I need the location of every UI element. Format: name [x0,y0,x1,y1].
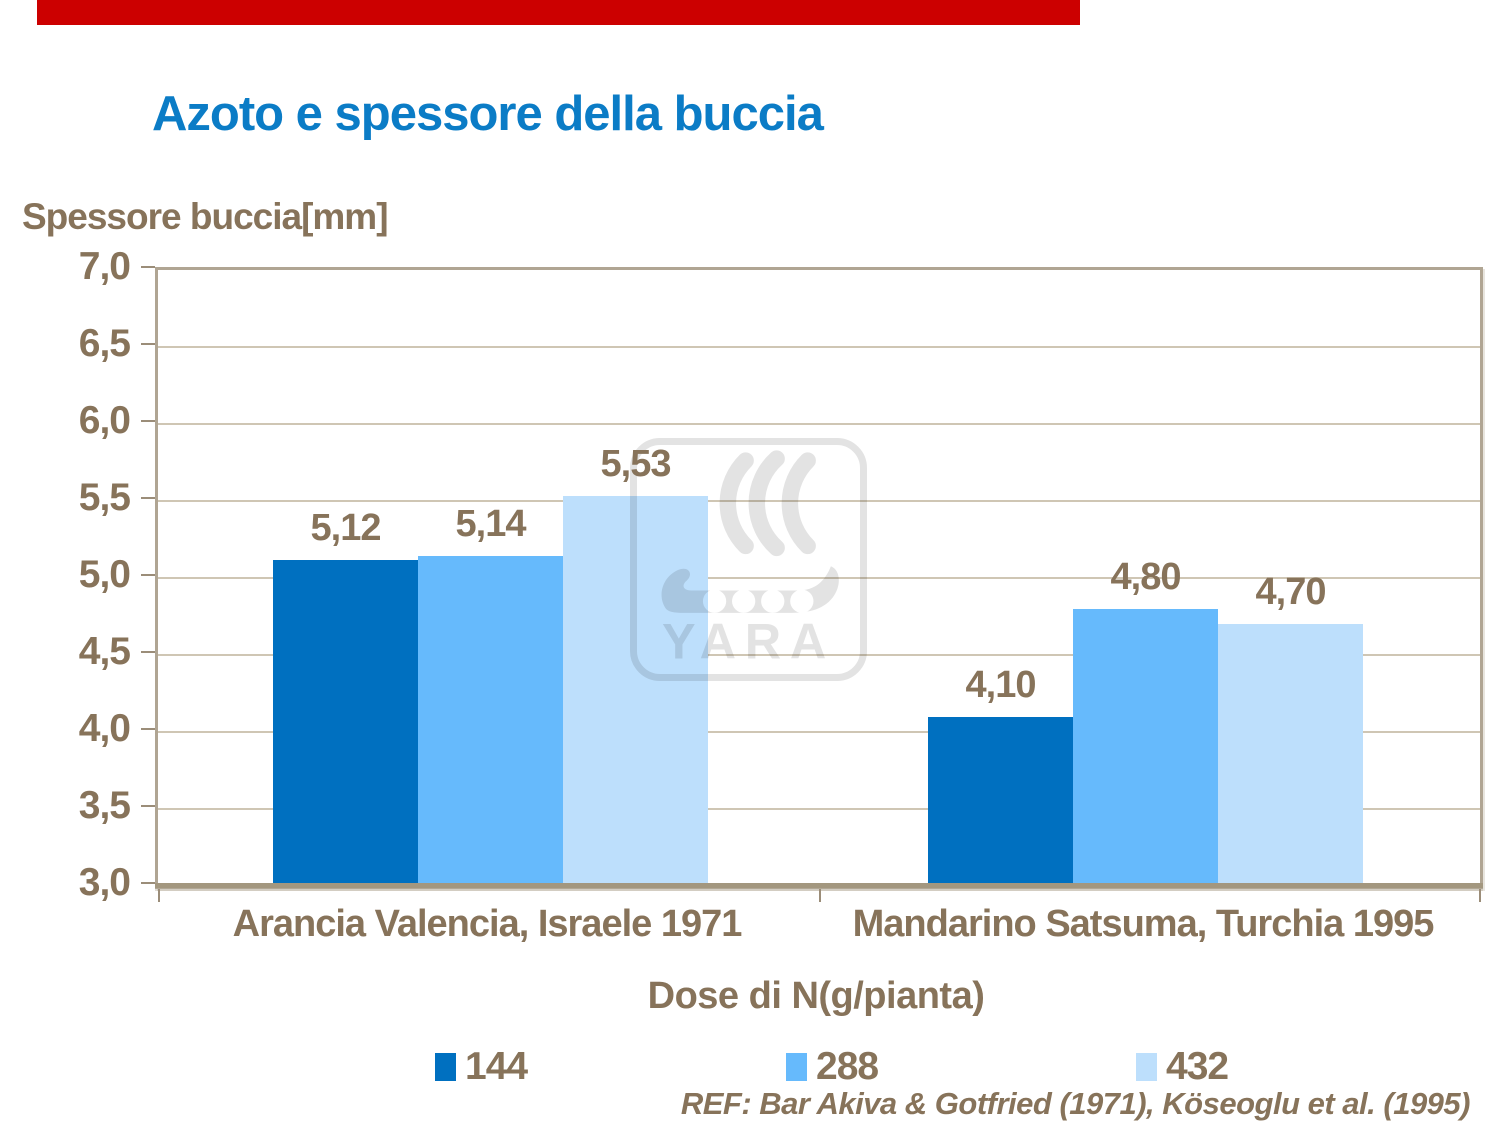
bar-value-label: 5,14 [455,503,527,545]
gridline [158,500,1480,502]
y-tick [141,266,155,268]
legend-swatch [786,1053,807,1081]
footnote: REF: Bar Akiva & Gotfried (1971), Köseog… [680,1086,1471,1121]
accent-bar [37,0,1080,25]
legend-label: 288 [816,1045,879,1088]
category-label-2: Mandarino Satsuma, Turchia 1995 [852,903,1435,945]
y-tick-label: 3,0 [78,861,131,904]
y-tick [141,882,155,884]
legend-label: 144 [465,1045,528,1088]
gridline [158,423,1480,425]
bar [1073,609,1218,886]
x-axis-title: Dose di N(g/pianta) [647,975,985,1017]
y-tick-label: 4,5 [78,630,131,673]
x-tick [819,889,821,902]
y-tick-label: 7,0 [78,245,131,288]
bar-value-label: 4,70 [1255,571,1327,613]
bar-value-label: 5,12 [310,507,382,549]
legend-item: 288 [786,1045,879,1089]
gridline [158,577,1480,579]
bar [1218,624,1363,886]
y-tick [141,574,155,576]
bar-value-label: 4,10 [965,664,1037,706]
bar-value-label: 5,53 [600,443,672,485]
y-tick-label: 4,0 [78,707,131,750]
gridline [158,731,1480,733]
y-tick [141,728,155,730]
legend-swatch [435,1053,456,1081]
y-tick-label: 5,5 [78,476,131,519]
y-tick [141,805,155,807]
legend-item: 432 [1136,1045,1229,1089]
y-tick [141,343,155,345]
y-tick-label: 6,5 [78,322,131,365]
legend-item: 144 [435,1045,528,1089]
yara-logo-icon: YARA [661,450,839,669]
y-axis: 7,0 6,5 6,0 5,5 5,0 4,5 4,0 3,5 3,0 [0,0,160,1125]
plot-area: 5,12 4,10 5,14 4,80 5,53 4,70 [155,267,1483,902]
x-tick [158,889,160,902]
x-tick [1479,889,1481,902]
y-tick-label: 3,5 [78,784,131,827]
y-axis-title: Spessore buccia[mm] [22,196,389,237]
y-tick [141,497,155,499]
bar [418,556,563,886]
bar [273,560,418,886]
yara-watermark: YARA [630,438,867,681]
page-title: Azoto e spessore della buccia [152,87,824,141]
gridline [158,808,1480,810]
y-tick [141,420,155,422]
bar-value-label: 4,80 [1110,556,1182,598]
gridline [158,346,1480,348]
y-tick [141,651,155,653]
bar [928,717,1073,886]
y-tick-label: 5,0 [78,553,131,596]
y-tick-label: 6,0 [78,399,131,442]
gridline [158,654,1480,656]
legend: 144 288 432 [0,1045,1500,1089]
yara-watermark-text: YARA [662,612,835,669]
legend-label: 432 [1166,1045,1229,1088]
category-label-1: Arancia Valencia, Israele 1971 [232,903,743,945]
legend-swatch [1136,1053,1157,1081]
x-axis-baseline [155,883,1483,888]
